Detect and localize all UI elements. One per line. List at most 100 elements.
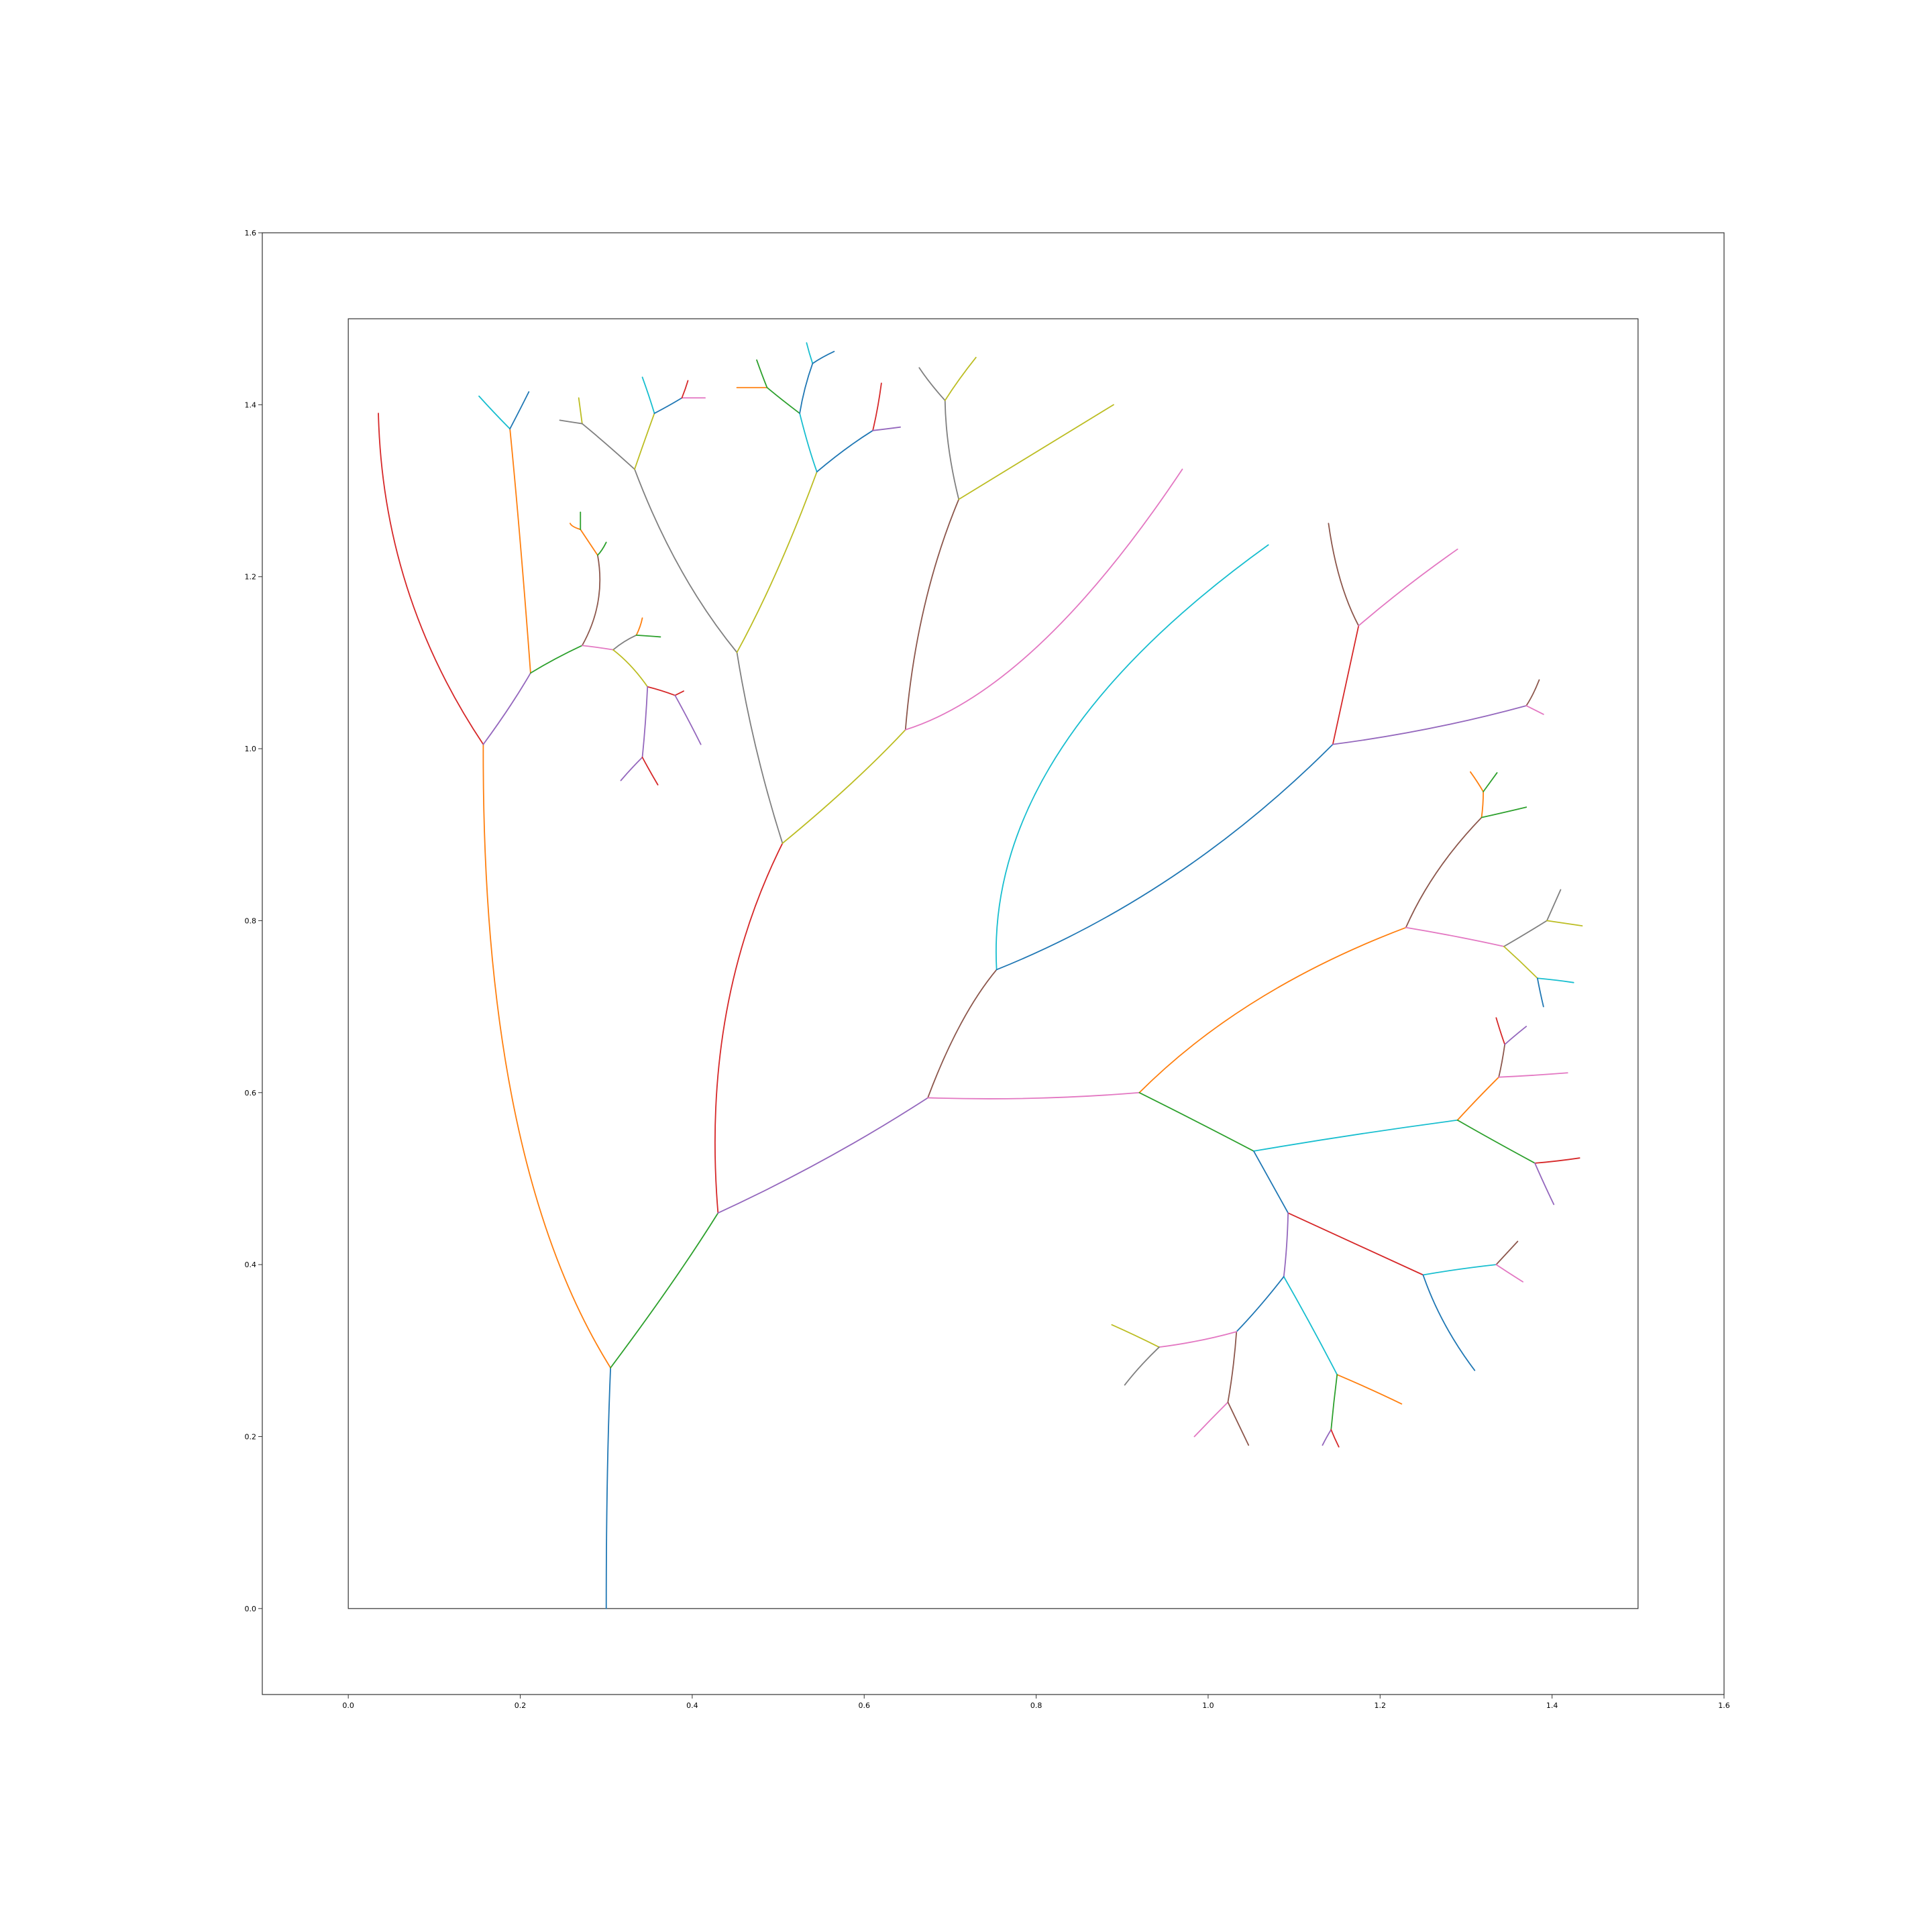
tree-branch-line <box>641 756 659 786</box>
y-tick-label: 1.6 <box>245 229 257 237</box>
tree-branch-line <box>736 651 784 844</box>
tree-branch-line <box>1236 1276 1285 1332</box>
tree-branch-line <box>1525 705 1544 715</box>
tree-branch-line <box>1252 1150 1289 1214</box>
tree-branch-line <box>1138 1091 1254 1152</box>
tree-branch-line <box>653 397 683 415</box>
tree-branch-line <box>1193 1401 1229 1438</box>
tree-branch-line <box>1227 1331 1238 1403</box>
y-tick-label: 1.0 <box>245 745 257 753</box>
tree-branch-line <box>958 404 1114 500</box>
tree-branch-line <box>799 413 818 473</box>
tree-branch-line <box>1498 1072 1568 1078</box>
tree-branch-line <box>1138 926 1407 1093</box>
tree-branch-line <box>872 382 882 431</box>
tree-branch-line <box>1481 791 1485 818</box>
tree-branch-line <box>1546 920 1583 926</box>
tree-branch-line <box>1330 1429 1340 1448</box>
tree-branch-line <box>904 468 1183 731</box>
tree-branch-line <box>674 694 702 745</box>
tree-branch-line <box>1534 1162 1555 1205</box>
tree-branch-line <box>1405 926 1505 947</box>
tree-branch-line <box>1330 1374 1338 1431</box>
tree-branch-line <box>605 1367 612 1609</box>
x-axis: 0.0 0.2 0.4 0.6 0.8 1.0 1.2 1.4 1.6 <box>342 1695 1730 1710</box>
tree-branch-line <box>1495 1264 1523 1283</box>
tree-branch-line <box>596 541 607 556</box>
tree-branch-line <box>1328 523 1360 627</box>
x-tick-label: 0.6 <box>858 1701 870 1710</box>
tree-branch-line <box>1504 1026 1527 1045</box>
tree-branch-line <box>378 413 484 745</box>
x-tick-label: 1.4 <box>1546 1701 1558 1710</box>
tree-branch-line <box>681 380 689 398</box>
tree-branch-line <box>1227 1401 1250 1446</box>
tree-branch-line <box>996 544 1269 971</box>
tree-branch-line <box>1536 977 1574 983</box>
tree-branch-line <box>736 471 818 653</box>
tree-branch-line <box>1287 1212 1424 1276</box>
tree-branch-line <box>1283 1276 1338 1376</box>
tree-branch-line <box>872 426 901 431</box>
x-tick-label: 0.4 <box>686 1701 698 1710</box>
tree-branch-line <box>647 686 676 696</box>
y-tick-label: 0.4 <box>245 1260 257 1269</box>
tree-branch-line <box>578 397 583 425</box>
tree-branch-line <box>674 690 684 696</box>
tree-branch-line <box>816 429 873 473</box>
tree-branch-line <box>714 843 784 1214</box>
tree-branches <box>378 342 1583 1609</box>
tree-branch-line <box>581 645 614 651</box>
tree-branch-line <box>1405 816 1483 928</box>
tree-branch-line <box>1483 772 1498 793</box>
x-tick-label: 0.2 <box>515 1701 527 1710</box>
y-tick-label: 0.8 <box>245 916 257 925</box>
tree-branch-line <box>569 523 582 531</box>
tree-branch-line <box>812 350 835 364</box>
tree-branch-line <box>782 729 906 844</box>
tree-branch-line <box>635 617 643 636</box>
tree-branch-line <box>1536 977 1544 1008</box>
tree-branch-line <box>944 400 960 500</box>
tree-branch-line <box>1456 1119 1536 1164</box>
tree-branch-line <box>766 386 800 415</box>
tree-branch-line <box>580 529 598 556</box>
tree-branch-line <box>641 686 649 758</box>
y-tick-label: 1.4 <box>245 400 257 409</box>
tree-branch-line <box>1456 1076 1500 1121</box>
x-tick-label: 0.8 <box>1030 1701 1042 1710</box>
tree-branch-line <box>918 367 946 401</box>
tree-branch-line <box>581 423 635 470</box>
y-tick-label: 0.0 <box>245 1605 257 1613</box>
y-tick-label: 0.6 <box>245 1089 257 1097</box>
tree-branch-line <box>799 362 814 415</box>
tree-branch-line <box>641 376 655 415</box>
tree-branch-line <box>1495 1240 1519 1266</box>
tree-branch-line <box>1503 945 1538 979</box>
tree-branch-line <box>1498 1044 1506 1078</box>
tree-branch-line <box>1283 1212 1289 1277</box>
tree-branch-line <box>1469 771 1485 793</box>
tree-branch-line <box>612 634 637 651</box>
tree-branch-line <box>1422 1274 1476 1371</box>
boundary-square <box>347 318 1639 1609</box>
tree-branch-line <box>756 359 768 388</box>
tree-branch-line <box>482 743 612 1368</box>
tree-branch-line <box>1495 1017 1506 1045</box>
axes-frame <box>262 232 1725 1695</box>
tree-branch-line <box>904 498 960 731</box>
tree-branch-line <box>1525 679 1540 706</box>
tree-branch-line <box>927 969 998 1099</box>
y-tick-label: 0.2 <box>245 1432 257 1441</box>
tree-branch-line <box>612 649 649 688</box>
tree-branch-line <box>1422 1264 1497 1276</box>
x-tick-label: 0.0 <box>342 1701 354 1710</box>
tree-branch-line <box>620 756 643 782</box>
tree-branch-line <box>634 413 655 470</box>
y-axis: 0.0 0.2 0.4 0.6 0.8 1.0 1.2 1.4 1.6 <box>245 229 262 1613</box>
tree-branch-line <box>509 391 530 430</box>
tree-branch-line <box>634 468 738 653</box>
tree-branch-line <box>1322 1429 1332 1446</box>
